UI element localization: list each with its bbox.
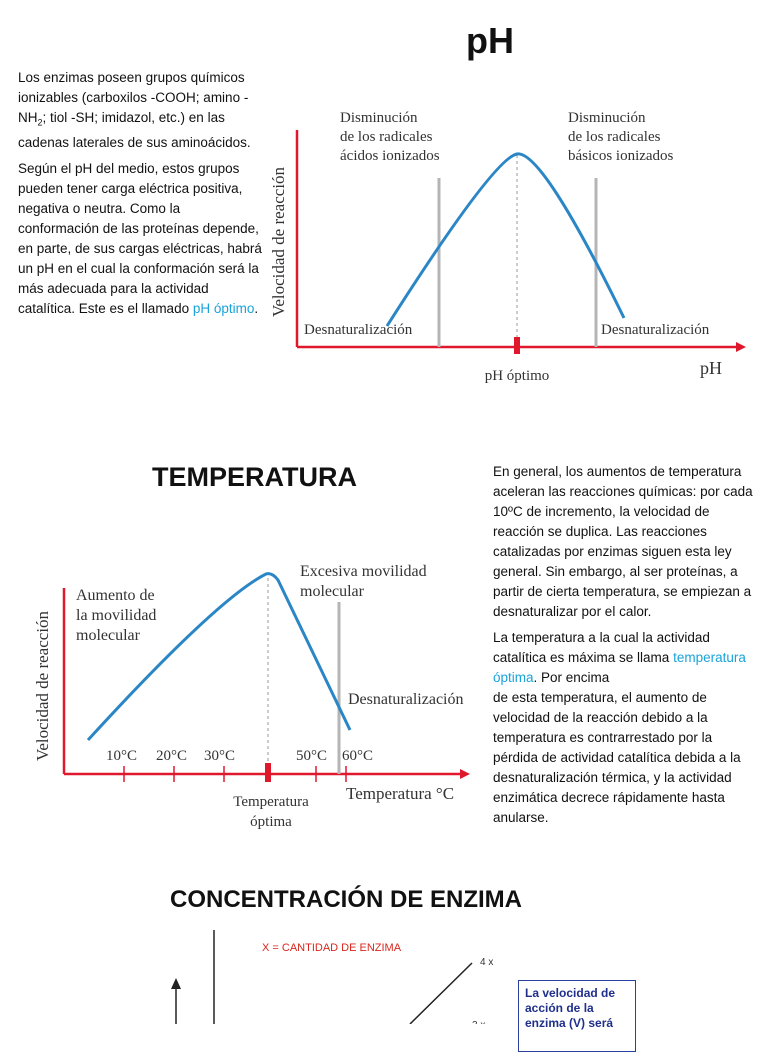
enzyme-y-arrow <box>171 978 181 989</box>
temp-tick-label-10: 10°C <box>106 748 137 764</box>
temp-left-note-l2: la movilidad <box>76 607 156 624</box>
temp-tick-label-60: 60°C <box>342 748 373 764</box>
temp-tick-label-50: 50°C <box>296 748 327 764</box>
temp-x-ticks <box>123 766 347 782</box>
ph-left-note-l2: de los radicales <box>340 129 433 145</box>
temp-paragraph-1: En general, los aumentos de temperatura … <box>493 464 753 619</box>
temperature-section-title: TEMPERATURA <box>152 462 357 492</box>
temp-optimum-tick <box>265 763 271 782</box>
ph-optimum-label: pH óptimo <box>485 368 550 384</box>
temp-right-note-l1: Excesiva movilidad <box>300 563 427 580</box>
ph-right-note-l3: básicos ionizados <box>568 148 674 164</box>
temp-chart-x-arrow <box>460 769 470 779</box>
temp-left-note-l1: Aumento de <box>76 587 155 604</box>
temp-tick-label-30: 30°C <box>204 748 235 764</box>
ph-paragraph-1: Los enzimas poseen grupos químicos ioniz… <box>18 70 251 150</box>
enzyme-legend: X = CANTIDAD DE ENZIMA <box>262 942 402 954</box>
ph-left-note-l1: Disminución <box>340 110 418 126</box>
temp-optimum-l1: Temperatura <box>233 794 309 810</box>
ph-optimum-tick <box>514 337 520 354</box>
ph-left-zone-label: Desnaturalización <box>304 322 413 338</box>
ph-right-zone-label: Desnaturalización <box>601 322 710 338</box>
temp-paragraph-2: La temperatura a la cual la actividad ca… <box>493 630 746 685</box>
temp-chart-ylabel: Velocidad de reacción <box>33 610 52 761</box>
ph-left-note-l3: ácidos ionizados <box>340 148 440 164</box>
ph-chart: Velocidad de reacción pH Disminución de … <box>269 110 746 384</box>
ph-description: Los enzimas poseen grupos químicos ioniz… <box>18 68 262 325</box>
ph-activity-curve <box>385 152 626 327</box>
temperature-description: En general, los aumentos de temperatura … <box>493 462 757 834</box>
temp-left-note-l3: molecular <box>76 627 141 644</box>
enzyme-note-box: La velocidad de acción de la enzima (V) … <box>518 980 636 1052</box>
enzyme-note-text: La velocidad de acción de la enzima (V) … <box>525 986 616 1030</box>
enzyme-line-3x-label: 3 x <box>472 1020 485 1024</box>
temp-optimum-l2: óptima <box>250 814 292 830</box>
ph-chart-xlabel: pH <box>700 358 722 378</box>
ph-chart-x-arrow <box>736 342 746 352</box>
ph-paragraph-2: Según el pH del medio, estos grupos pued… <box>18 160 262 316</box>
temperature-chart: 10°C 20°C 30°C 50°C 60°C Velocidad de re… <box>33 563 470 830</box>
temp-zone-label: Desnaturalización <box>348 691 464 708</box>
ph-optimo-highlight: pH óptimo <box>192 300 255 316</box>
temp-tick-label-20: 20°C <box>156 748 187 764</box>
ph-right-note-l1: Disminución <box>568 110 646 126</box>
temp-paragraph-3: de esta temperatura, el aumento de veloc… <box>493 690 741 825</box>
enzyme-chart: 4 x 3 x <box>171 930 493 1024</box>
ph-right-note-l2: de los radicales <box>568 129 661 145</box>
enzyme-line-4x-label: 4 x <box>480 957 493 968</box>
temperatura-optima-highlight: temperatura óptima <box>493 650 746 685</box>
enzyme-section-title: CONCENTRACIÓN DE ENZIMA <box>170 886 522 913</box>
ph-section-title: pH <box>466 20 514 61</box>
temp-activity-curve <box>86 572 352 742</box>
ph-chart-ylabel: Velocidad de reacción <box>269 166 288 317</box>
temp-chart-xlabel: Temperatura °C <box>346 784 454 803</box>
enzyme-line-4x <box>409 962 473 1024</box>
temp-right-note-l2: molecular <box>300 583 365 600</box>
